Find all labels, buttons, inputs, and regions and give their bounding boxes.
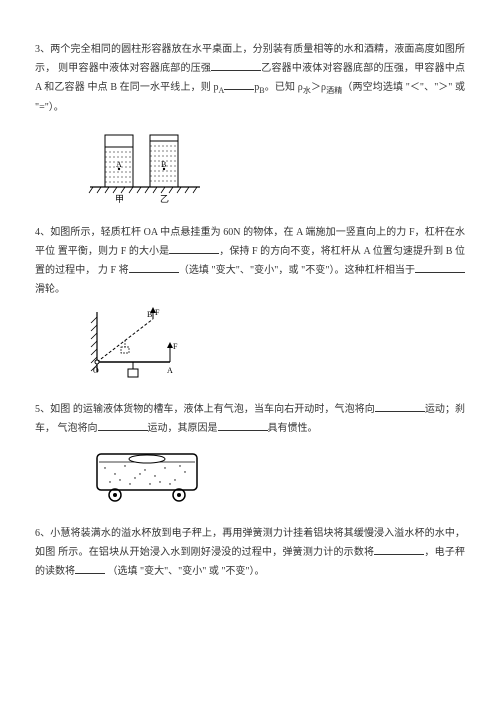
- question-6: 6、小慧将装满水的溢水杯放到电子秤上，再用弹簧测力计挂着铝块将其缓慢浸入溢水杯的…: [35, 524, 465, 581]
- q4-num: 4、: [35, 227, 50, 238]
- sub: 水: [303, 86, 311, 95]
- q5-figure: [85, 446, 465, 506]
- q6-l3: （选填 "变大"、"变小" 或 "不变"）。: [108, 566, 265, 577]
- sub: 酒精: [326, 86, 342, 95]
- svg-text:F: F: [173, 342, 178, 351]
- q3-l3a: 中点 B 在同一水平线上，则 p: [87, 82, 218, 93]
- q4-text: 4、如图所示，轻质杠杆 OA 中点悬挂重为 60N 的物体，在 A 端施加一竖直…: [35, 223, 465, 299]
- q6-l2a: 所示。在铝块从开始浸入水到刚好浸没的过程中，弹簧测力计的示数将: [58, 547, 374, 558]
- q4-figure: O A F B F: [85, 307, 465, 382]
- blank: [415, 262, 465, 273]
- blank: [75, 563, 105, 574]
- svg-text:F: F: [155, 308, 160, 317]
- blank: [129, 262, 179, 273]
- q6-text: 6、小慧将装满水的溢水杯放到电子秤上，再用弹簧测力计挂着铝块将其缓慢浸入溢水杯的…: [35, 524, 465, 581]
- q6-num: 6、: [35, 528, 50, 539]
- q3-l3d: ＞ρ: [311, 82, 326, 93]
- svg-text:A: A: [167, 366, 173, 375]
- blank: [169, 243, 219, 254]
- q3-l2a: 则甲容器中液体对容器底部的压强: [58, 63, 211, 74]
- q5-l2b: 运动，其原因是: [148, 423, 218, 434]
- svg-text:O: O: [93, 366, 99, 375]
- blank: [374, 544, 424, 555]
- q5-l1a: 如图 的运输液体货物的槽车，液体上有气泡，当车向右开动时，气泡将向: [50, 404, 375, 415]
- question-3: 3、两个完全相同的圆柱形容器放在水平桌面上，分别装有质量相等的水和酒精，液面高度…: [35, 40, 465, 205]
- label-b: B: [161, 160, 166, 169]
- blank: [224, 79, 254, 90]
- label-jia: 甲: [115, 194, 124, 204]
- q3-num: 3、: [35, 44, 50, 55]
- q4-l3c: 滑轮。: [35, 284, 65, 295]
- q3-l3c: 。已知 ρ: [265, 82, 303, 93]
- q4-l3b: （选填 "变大"、"变小"，或 "不变"）。这种杠杆相当于: [179, 265, 415, 276]
- blank: [218, 420, 268, 431]
- blank: [375, 401, 425, 412]
- question-4: 4、如图所示，轻质杠杆 OA 中点悬挂重为 60N 的物体，在 A 端施加一竖直…: [35, 223, 465, 382]
- q5-l2a: 气泡将向: [58, 423, 98, 434]
- q5-l2c: 具有惯性。: [268, 423, 318, 434]
- blank: [98, 420, 148, 431]
- label-yi: 乙: [160, 194, 169, 204]
- q4-l2a: 置平衡，则力 F 的大小是: [58, 246, 169, 257]
- q3-figure: A 甲 B 乙: [85, 125, 465, 205]
- q5-num: 5、: [35, 404, 50, 415]
- q4-l3a: 力 F 将: [98, 265, 129, 276]
- label-a: A: [116, 160, 122, 169]
- blank: [211, 60, 261, 71]
- question-5: 5、如图 的运输液体货物的槽车，液体上有气泡，当车向右开动时，气泡将向运动；刹车…: [35, 400, 465, 506]
- q5-text: 5、如图 的运输液体货物的槽车，液体上有气泡，当车向右开动时，气泡将向运动；刹车…: [35, 400, 465, 438]
- q3-text: 3、两个完全相同的圆柱形容器放在水平桌面上，分别装有质量相等的水和酒精，液面高度…: [35, 40, 465, 117]
